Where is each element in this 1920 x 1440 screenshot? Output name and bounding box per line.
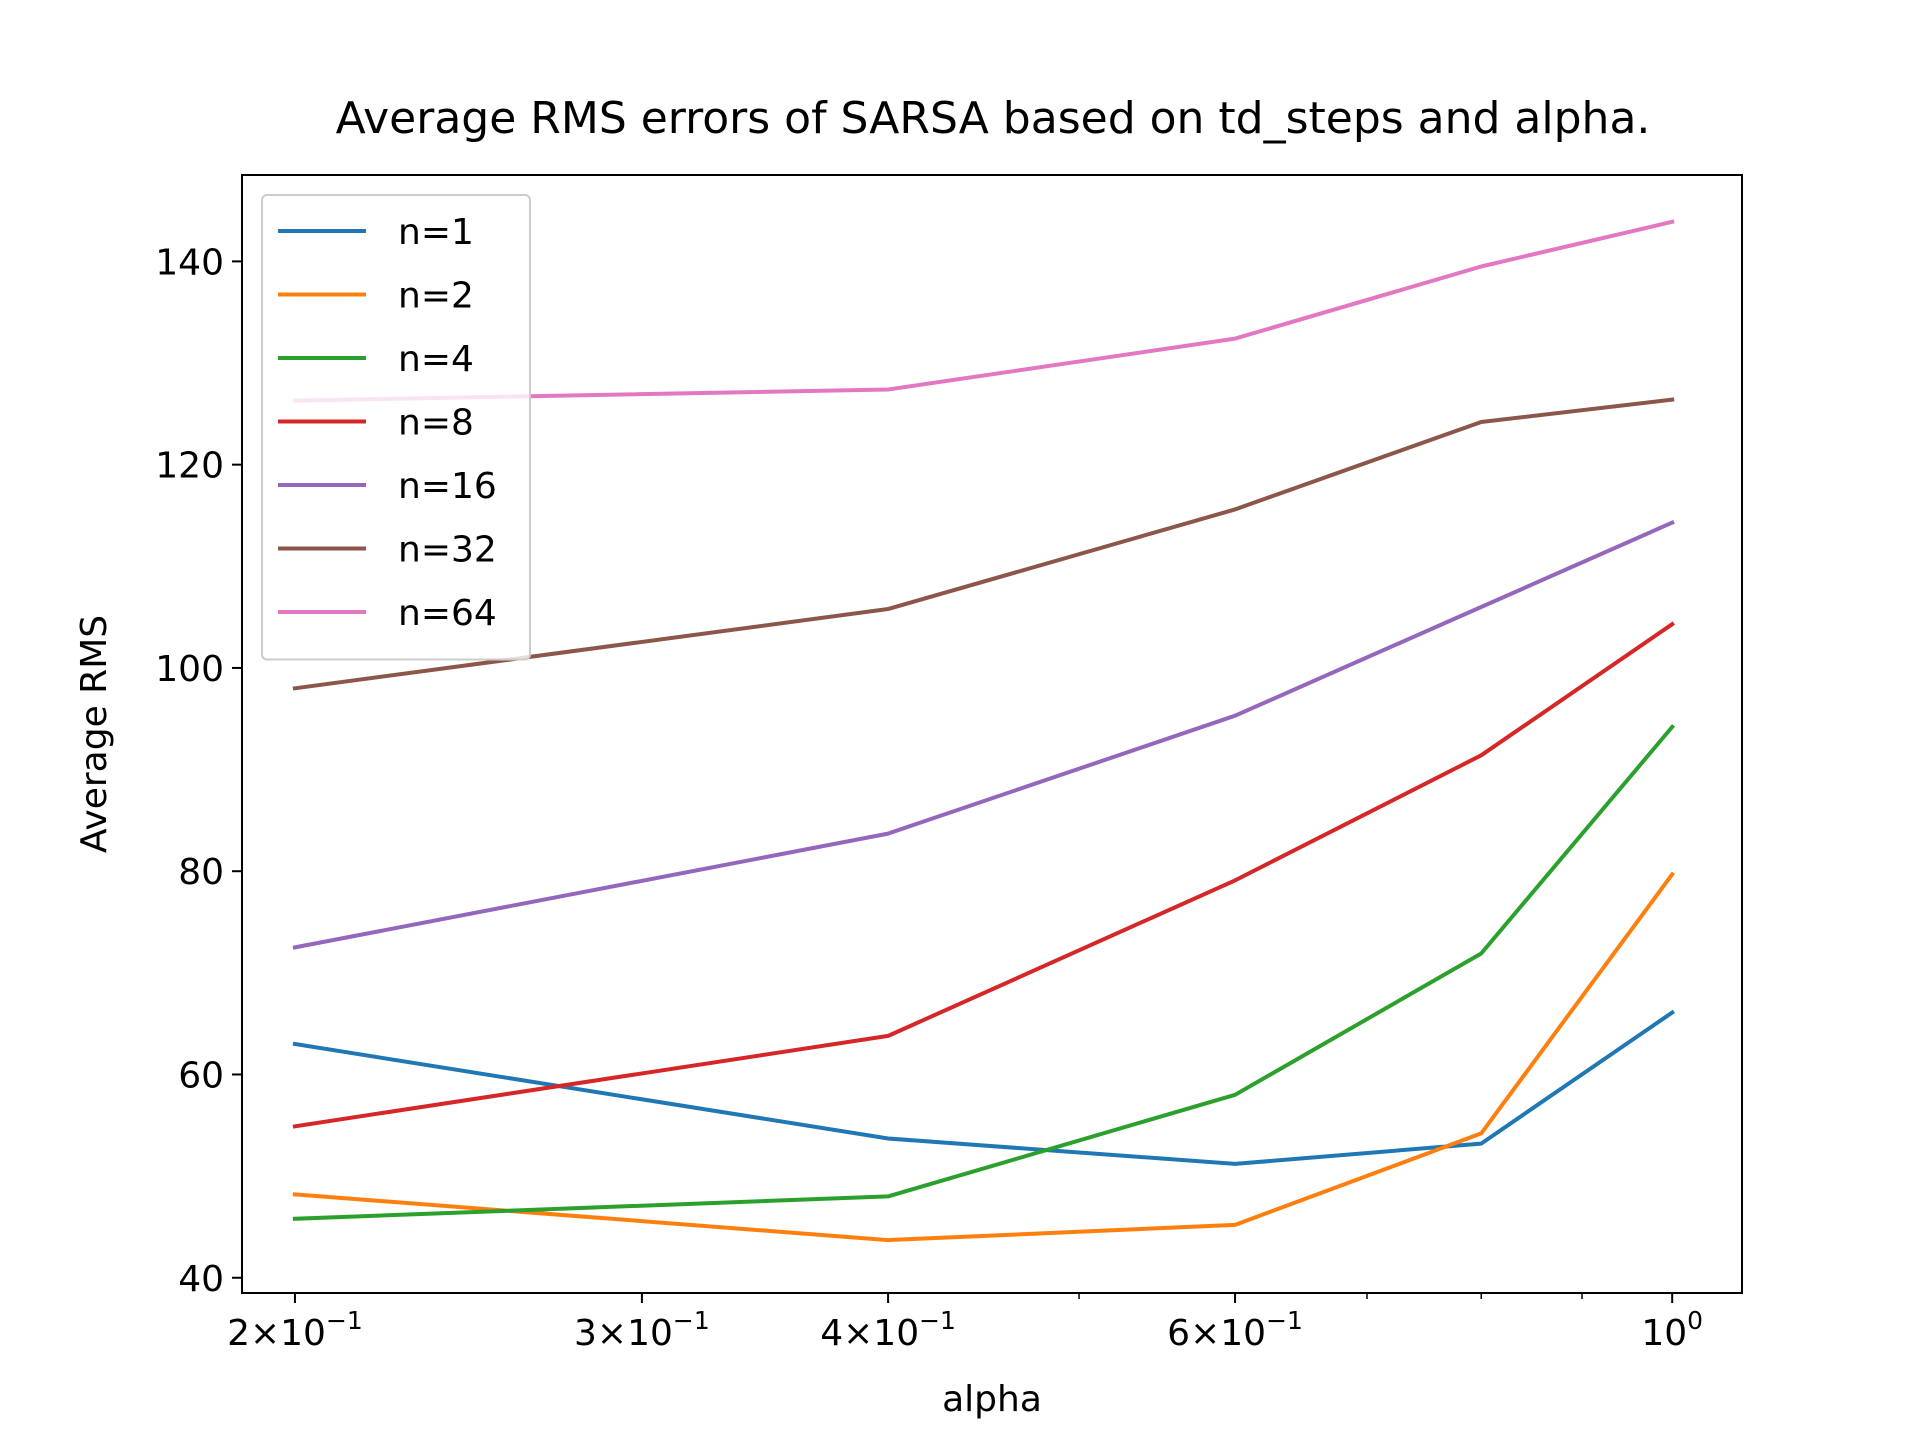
x-tick-label: 3×10−1: [574, 1306, 710, 1354]
y-tick-label: 100: [155, 649, 224, 690]
series-line-n-32: [292, 397, 1675, 691]
y-axis-label: Average RMS: [74, 615, 115, 853]
legend-box: [261, 194, 531, 661]
x-tick-label: 6×10−1: [1167, 1306, 1303, 1354]
series-line-n-1: [292, 1009, 1675, 1166]
legend-item: n=8: [278, 403, 474, 444]
legend-label: n=16: [398, 466, 497, 507]
series-line-n-2: [292, 871, 1675, 1243]
legend-label: n=4: [398, 339, 474, 380]
legend-label: n=2: [398, 276, 474, 317]
series-line-n-64: [292, 219, 1675, 403]
y-tick-label: 120: [155, 446, 224, 487]
legend-item: n=2: [278, 276, 474, 317]
x-axis: 2×10−1 3×10−1 4×10−1 6×10−1 100: [227, 1293, 1703, 1354]
x-tick-label: 100: [1641, 1306, 1703, 1354]
legend-item: n=32: [278, 530, 497, 571]
y-tick-label: 140: [155, 242, 224, 283]
y-axis: 40 60 80 100 120 140: [155, 242, 242, 1300]
x-tick-label: 4×10−1: [820, 1306, 956, 1354]
y-tick-label: 80: [178, 852, 224, 893]
legend-label: n=64: [398, 593, 497, 634]
legend: n=1 n=2 n=4 n=8 n=16 n=32 n=64: [261, 194, 531, 661]
legend-item: n=1: [278, 212, 474, 253]
series-line-n-8: [292, 621, 1675, 1129]
x-axis-label: alpha: [942, 1379, 1042, 1420]
y-tick-label: 60: [178, 1055, 224, 1096]
legend-item: n=4: [278, 339, 474, 380]
legend-label: n=8: [398, 403, 474, 444]
legend-label: n=32: [398, 530, 497, 571]
x-tick-label: 2×10−1: [227, 1306, 363, 1354]
plot-frame: [241, 174, 1743, 1294]
legend-label: n=1: [398, 212, 474, 253]
y-tick-label: 40: [178, 1259, 224, 1300]
chart-title: Average RMS errors of SARSA based on td_…: [336, 93, 1651, 144]
series-line-n-16: [292, 519, 1675, 950]
legend-item: n=16: [278, 466, 497, 507]
legend-item: n=64: [278, 593, 497, 634]
series-layer: [292, 219, 1676, 1243]
series-line-n-4: [292, 724, 1676, 1221]
